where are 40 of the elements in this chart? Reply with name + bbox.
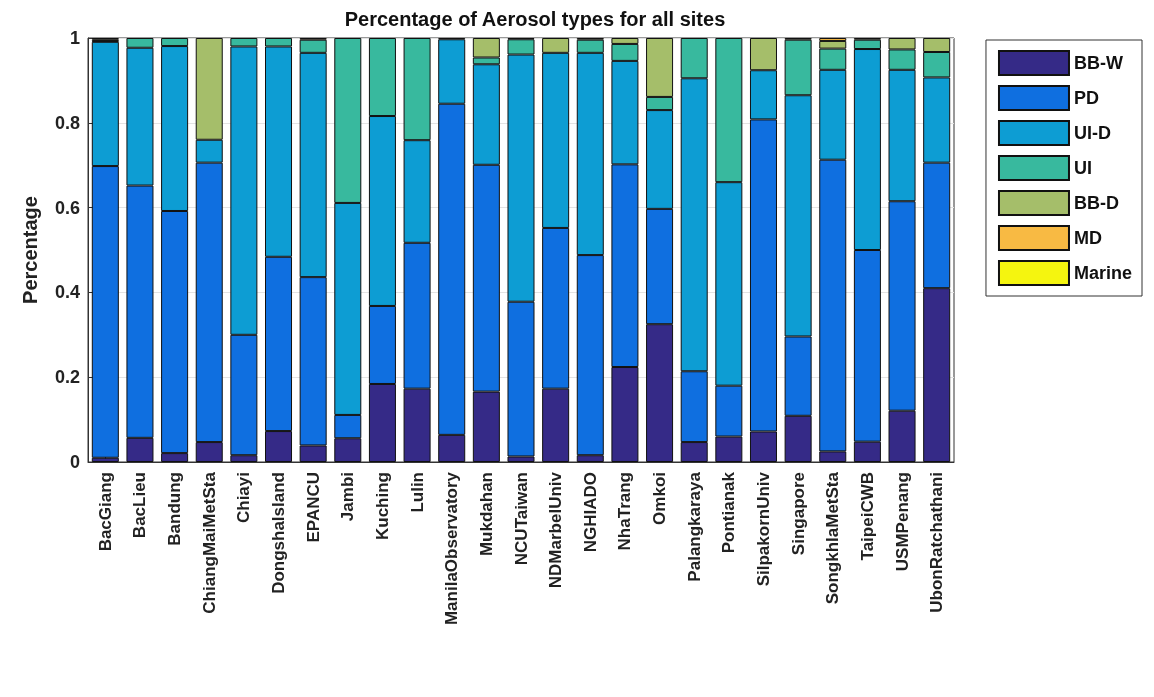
legend-label: PD	[1073, 88, 1099, 108]
x-tick-label: Dongshalsland	[269, 472, 289, 594]
x-tick-label: Lulin	[407, 472, 427, 513]
x-tick-label: NDMarbelUniv	[546, 471, 566, 589]
x-tick-label: UbonRatchathani	[927, 472, 947, 613]
legend-label: UI	[1073, 158, 1092, 178]
y-tick-label: 0.2	[54, 367, 80, 388]
x-tick-label: EPANCU	[303, 472, 323, 543]
x-tick-label: Palangkaraya	[684, 471, 704, 582]
x-tick-label: SilpakornUniv	[753, 471, 773, 587]
y-tick-label: 0.6	[54, 197, 80, 218]
x-tick-label: USMPenang	[892, 472, 912, 572]
x-tick-label: Jambi	[338, 472, 358, 522]
x-tick-label: ManilaObservatory	[442, 471, 462, 626]
legend-label: BB-D	[1073, 193, 1119, 213]
x-tick-label: Bandung	[165, 472, 185, 546]
x-tick-label: Singapore	[788, 472, 808, 556]
legend-label: Marine	[1073, 263, 1133, 283]
x-tick-label: ChiangMaiMetSta	[199, 471, 219, 614]
x-tick-label: NCUTaiwan	[511, 472, 531, 566]
x-tick-label: BacGiang	[95, 472, 115, 552]
x-tick-label: TaipeiCWB	[857, 472, 877, 561]
x-tick-label: BacLieu	[130, 472, 150, 539]
x-tick-label: NhaTrang	[615, 472, 635, 551]
y-tick-label: 0.4	[54, 282, 80, 303]
x-tick-label: NGHIADO	[580, 472, 600, 553]
x-tick-label: Chiayi	[234, 472, 254, 524]
x-tick-label: Kuching	[372, 472, 392, 540]
legend-label: UI-D	[1073, 123, 1111, 143]
y-tick-label: 1	[69, 28, 80, 48]
x-tick-label: Pontianak	[719, 471, 739, 554]
y-tick-label: 0.8	[54, 112, 80, 133]
y-axis-title: Percentage	[19, 196, 41, 304]
chart-title: Percentage of Aerosol types for all sites	[344, 8, 726, 30]
legend-label: BB-W	[1073, 53, 1123, 73]
x-tick-label: Mukdahan	[476, 472, 496, 557]
y-tick-label: 0	[69, 452, 80, 472]
legend-label: MD	[1073, 228, 1102, 248]
x-tick-label: Omkoi	[650, 472, 670, 525]
x-tick-label: SongkhlaMetSta	[823, 471, 843, 605]
